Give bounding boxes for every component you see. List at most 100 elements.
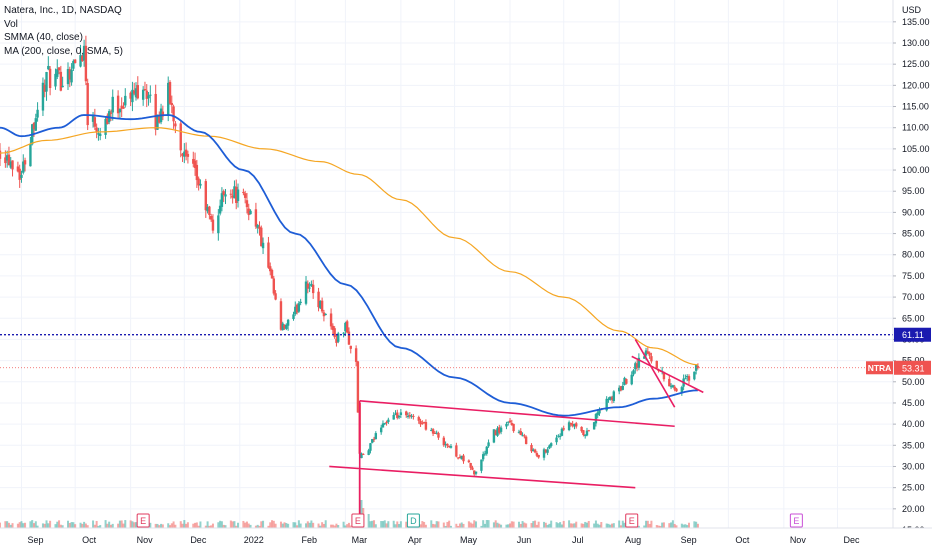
volume-bar [9,524,12,528]
candle-body [405,411,408,416]
volume-bar [534,520,537,528]
candle-body [56,69,59,77]
volume-bar [49,520,52,528]
candle-body [295,304,299,313]
candle-body [499,427,503,432]
volume-bar [696,523,699,528]
candle-body [195,164,199,181]
candle-body [596,412,599,416]
candle-body [392,415,395,420]
candle-body [437,432,440,438]
smma-indicator-label[interactable]: SMMA (40, close) [4,32,83,43]
volume-bar [507,524,510,528]
volume-bar [0,522,1,528]
candle-body [235,186,238,203]
price-tick-label: 125.00 [902,59,930,69]
candle-body [174,123,177,127]
volume-bar [523,522,526,528]
time-tick-label: Sep [681,535,697,545]
candle-body [594,414,598,424]
time-tick-label: Nov [137,535,154,545]
volume-bar [671,520,674,528]
candle-body [134,88,138,98]
earnings-event-marker[interactable]: D [406,513,420,528]
volume-bar [367,514,370,528]
volume-bar [525,523,528,528]
candle-body [84,45,88,82]
volume-bar [104,520,107,528]
candle-body [362,453,365,455]
candle-body [34,118,37,131]
candle-body [320,300,324,312]
candle-body [442,437,446,446]
ma-indicator-label[interactable]: MA (200, close, 0, SMA, 5) [4,45,123,57]
volume-bar [498,523,501,528]
volume-bar [494,520,497,528]
volume-bar [532,521,535,528]
event-marker-box [136,513,150,528]
event-marker-box [406,513,420,528]
candle-body [632,370,635,375]
volume-bar [600,522,603,528]
volume-bar [68,522,71,528]
volume-bar [222,524,225,528]
volume-bar [299,523,302,528]
volume-bar [560,524,563,528]
candle-body [623,377,626,385]
volume-bar [462,523,465,528]
event-marker-label: E [793,516,799,526]
candle-body [260,227,263,247]
volume-bar [659,525,662,528]
volume-bar [559,522,562,528]
volume-bar [618,520,621,528]
candle-body [621,385,624,390]
volume-bar [457,525,460,528]
earnings-event-marker[interactable]: E [136,513,150,528]
earnings-event-marker[interactable]: E [625,513,639,528]
candle-body [217,215,220,234]
volume-bar [584,521,587,528]
candle-body [242,192,245,194]
volume-bar [118,520,121,528]
volume-bar [321,522,324,528]
candle-body [29,143,32,167]
volume-bar [67,520,70,528]
price-axis: USD 135.00 130.00 125.00 120.00 115.00 110.00 1… [892,0,932,550]
volume-bar [124,520,127,528]
candle-body [446,443,449,446]
volume-bar [432,523,435,528]
volume-bar [29,521,32,528]
earnings-event-marker[interactable]: E [351,513,365,528]
volume-bar [181,523,184,528]
volume-bar [120,520,123,528]
candle-body [20,175,23,178]
candle-body [11,160,14,170]
volume-bar [197,525,200,528]
volume-bar [687,522,690,528]
price-axis-currency: USD [902,5,922,15]
candle-body [292,314,295,320]
candle-body [680,387,684,393]
price-tick-label: 130.00 [902,38,930,48]
time-tick-label: Sep [27,535,43,545]
candle-body [447,445,451,447]
volume-bar [224,525,227,528]
candle-body [79,55,82,67]
candle-body [648,352,651,356]
volume-bar [56,521,59,528]
trendline [359,400,675,428]
candle-body [349,345,352,349]
trendline [634,339,676,408]
volume-bar [172,521,175,528]
candle-body [684,378,687,380]
candle-body [469,463,472,468]
candle-body [322,312,326,317]
volume-bar [235,525,238,528]
candle-body [306,283,310,289]
time-tick-label: Dec [844,535,861,545]
candle-body [424,422,428,430]
earnings-event-marker[interactable]: E [789,513,803,528]
volume-bar [373,520,376,528]
candle-body [485,446,488,454]
